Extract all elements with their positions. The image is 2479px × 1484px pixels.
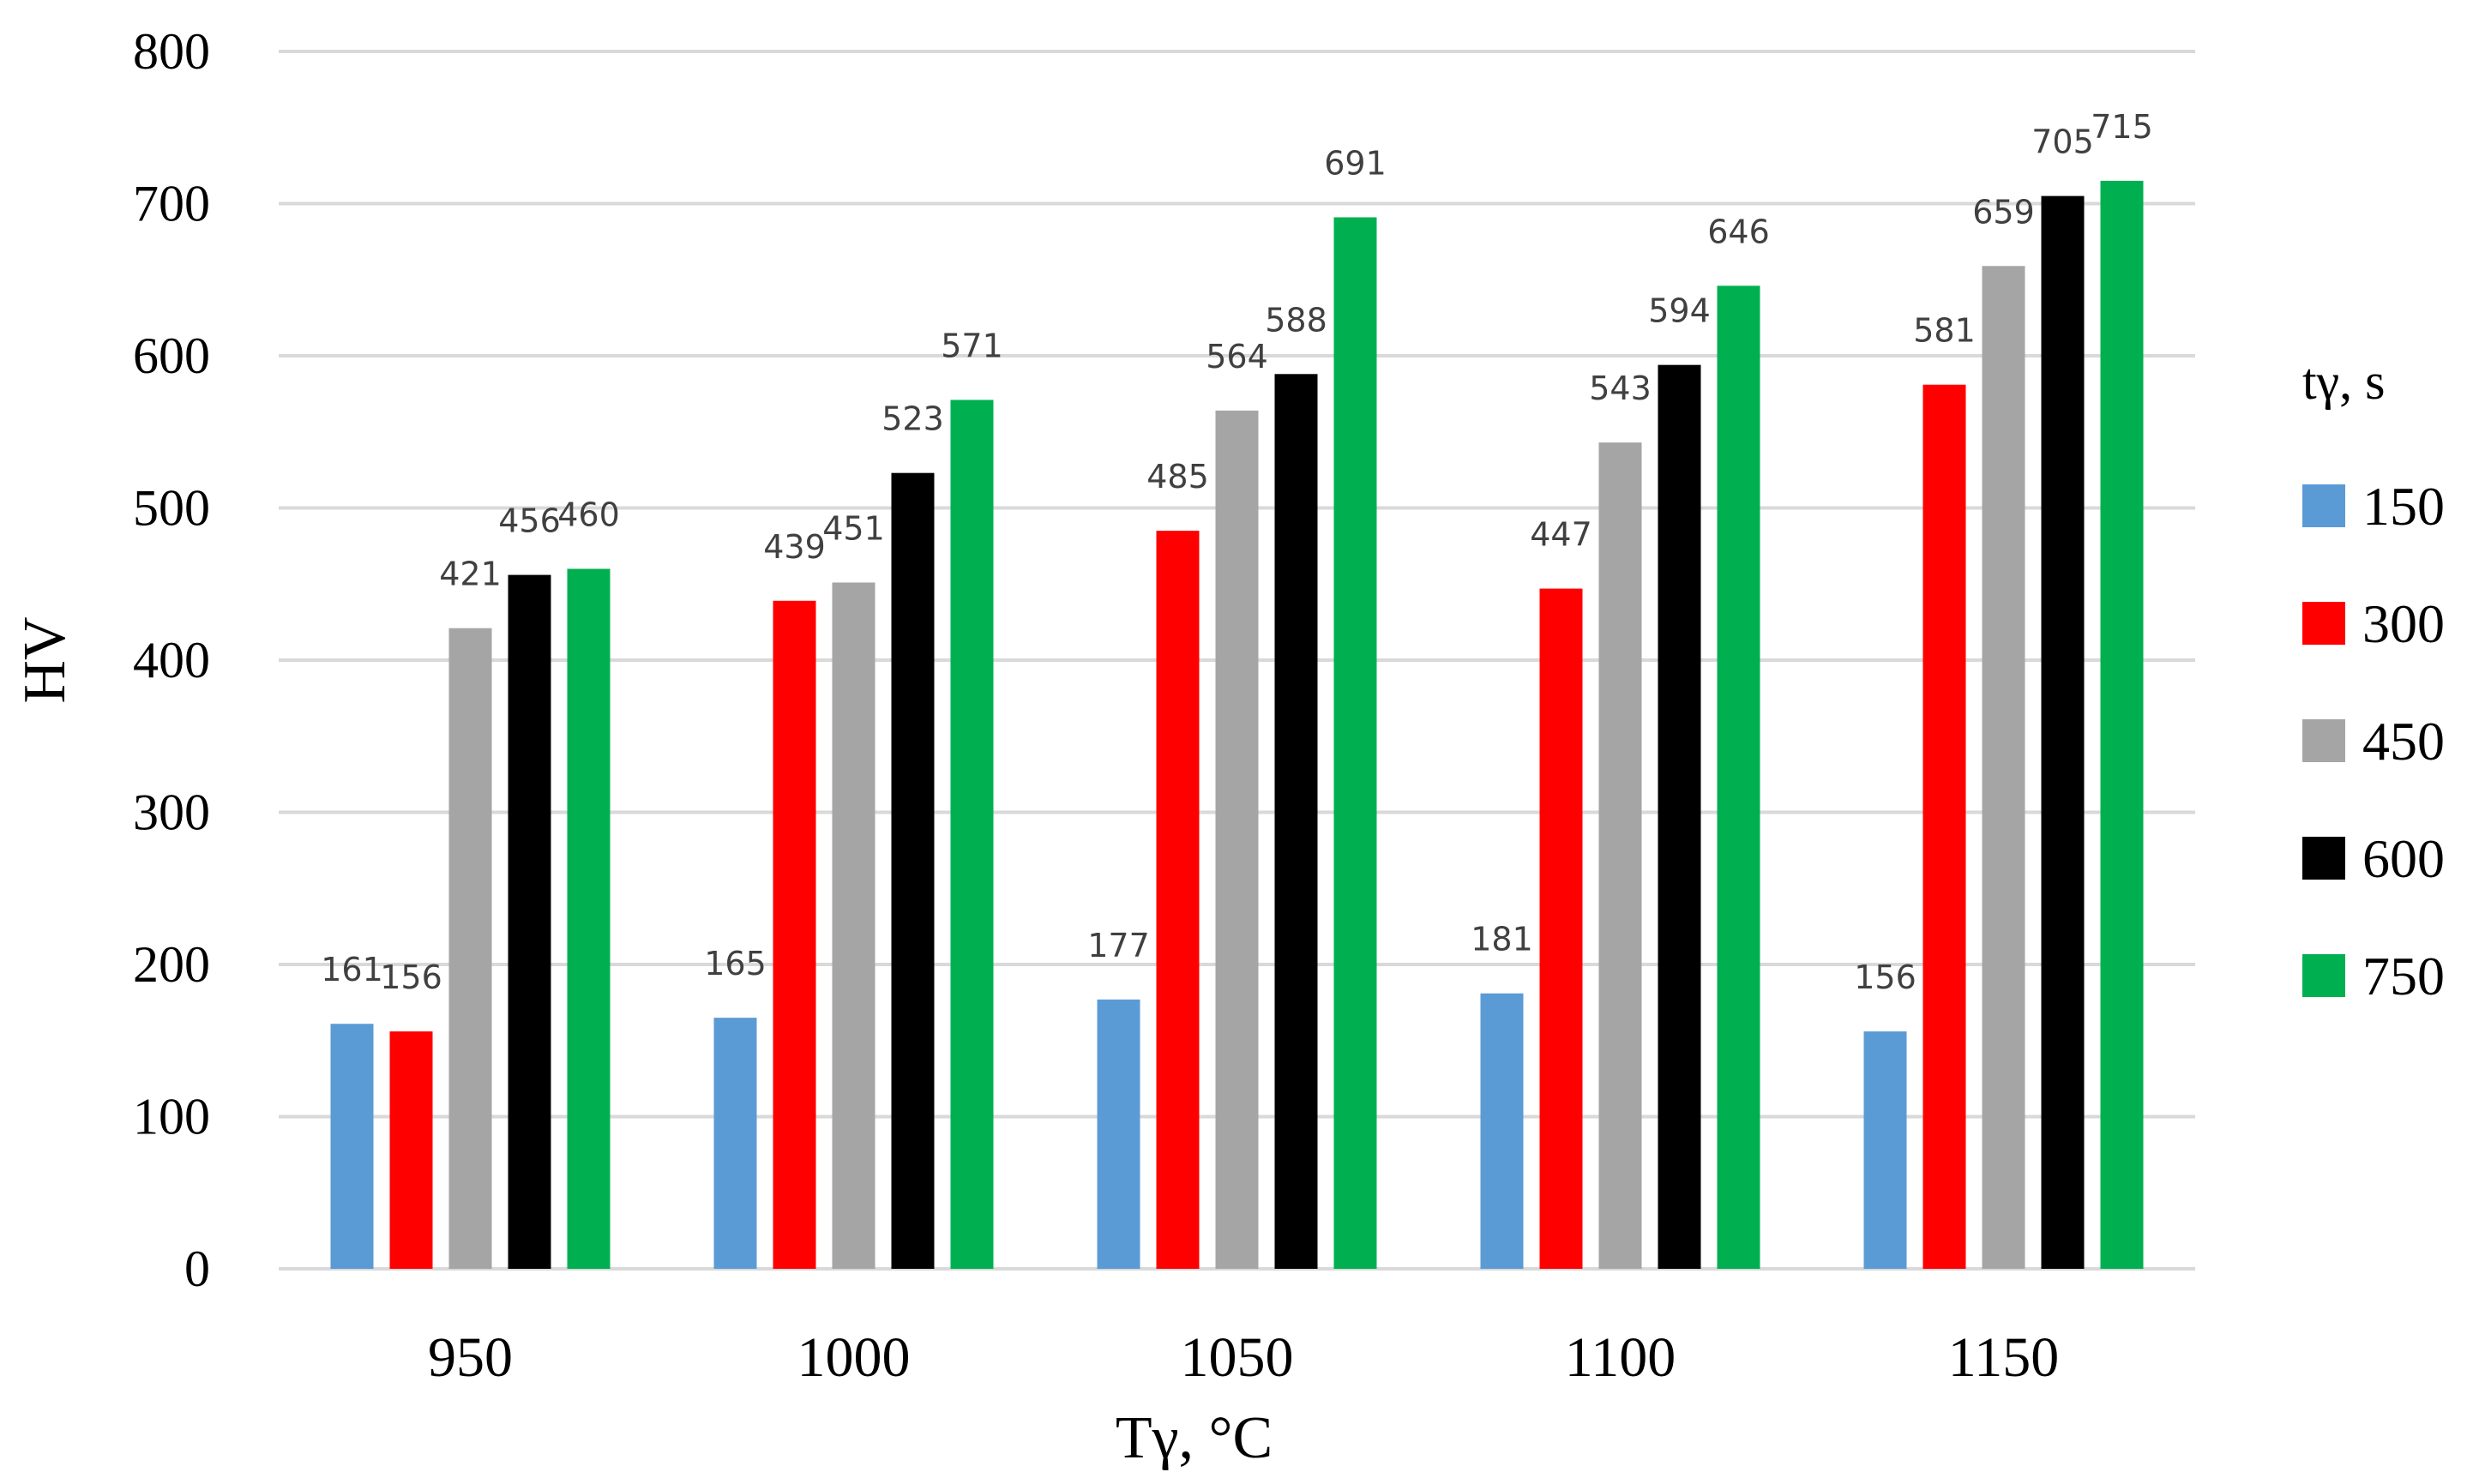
bar — [330, 1024, 374, 1269]
y-tick-label: 800 — [133, 23, 210, 80]
bar — [1863, 1031, 1907, 1269]
bar — [1480, 993, 1524, 1269]
x-axis-ticks: 950 1000 1050 1100 1150 — [428, 1326, 2059, 1389]
data-label: 177 — [1087, 927, 1150, 964]
y-tick-label: 300 — [133, 784, 210, 841]
data-label: 460 — [557, 496, 620, 534]
data-label: 571 — [941, 327, 1003, 364]
x-tick-label: 1000 — [797, 1326, 911, 1389]
y-tick-label: 700 — [133, 176, 210, 232]
legend-label: 450 — [2362, 711, 2445, 772]
y-axis-ticks: 0 100 200 300 400 500 600 700 800 — [133, 23, 210, 1297]
bar — [567, 568, 611, 1269]
data-label: 715 — [2091, 108, 2153, 146]
data-label: 691 — [1324, 144, 1387, 182]
y-tick-label: 500 — [133, 480, 210, 537]
legend-label: 750 — [2362, 946, 2445, 1006]
y-tick-label: 600 — [133, 327, 210, 384]
legend-swatch — [2302, 954, 2345, 997]
data-label: 156 — [380, 958, 442, 996]
y-tick-label: 0 — [184, 1241, 210, 1297]
bar — [891, 472, 935, 1269]
bar — [950, 400, 994, 1270]
data-label: 594 — [1648, 292, 1711, 330]
data-label: 161 — [321, 951, 383, 988]
data-label: 485 — [1146, 458, 1209, 496]
y-tick-label: 200 — [133, 936, 210, 993]
data-label: 181 — [1471, 921, 1533, 958]
bar — [832, 582, 875, 1269]
bar — [1922, 384, 1966, 1270]
bar — [713, 1018, 757, 1269]
legend-label: 300 — [2362, 593, 2445, 654]
bar — [1156, 531, 1200, 1269]
bar — [508, 574, 551, 1269]
data-label: 523 — [881, 400, 944, 438]
bar — [1598, 442, 1642, 1269]
y-tick-label: 100 — [133, 1089, 210, 1145]
x-tick-label: 1100 — [1565, 1326, 1676, 1389]
data-label: 659 — [1972, 193, 2035, 231]
data-labels: 1611564214564601654394515235711774855645… — [321, 108, 2153, 996]
bar — [2041, 195, 2085, 1269]
data-label: 447 — [1530, 516, 1592, 554]
bar — [389, 1031, 433, 1269]
x-tick-label: 1150 — [1948, 1326, 2060, 1389]
x-tick-label: 1050 — [1181, 1326, 1294, 1389]
data-label: 451 — [822, 509, 885, 547]
bar — [1274, 374, 1318, 1269]
data-label: 165 — [704, 945, 767, 982]
legend-swatch — [2302, 719, 2345, 762]
data-label: 456 — [498, 502, 561, 540]
x-tick-label: 950 — [428, 1326, 513, 1389]
data-label: 543 — [1589, 369, 1652, 407]
x-axis-label: Tγ, °C — [1116, 1405, 1273, 1471]
bar — [1982, 266, 2025, 1269]
data-label: 421 — [439, 556, 502, 593]
legend-swatch — [2302, 602, 2345, 645]
legend-label: 600 — [2362, 828, 2445, 889]
y-tick-label: 400 — [133, 632, 210, 688]
legend: tγ, s 150 300 450 600 750 — [2302, 353, 2445, 1006]
bar — [773, 600, 816, 1269]
bar — [2100, 180, 2144, 1269]
legend-swatch — [2302, 837, 2345, 880]
data-label: 581 — [1913, 312, 1976, 350]
y-axis-label: HV — [12, 616, 78, 703]
legend-title: tγ, s — [2302, 353, 2386, 410]
legend-label: 150 — [2362, 476, 2445, 537]
bar — [448, 628, 492, 1269]
bar — [1658, 364, 1701, 1269]
bar — [1215, 410, 1259, 1269]
data-label: 439 — [763, 528, 826, 566]
data-label: 588 — [1265, 301, 1327, 339]
bar — [1333, 217, 1377, 1270]
data-label: 705 — [2031, 123, 2094, 161]
data-label: 646 — [1707, 213, 1770, 250]
legend-swatch — [2302, 484, 2345, 527]
data-label: 156 — [1854, 958, 1916, 996]
bar — [1097, 999, 1140, 1269]
bars — [330, 180, 2144, 1270]
bar — [1539, 588, 1583, 1269]
bar — [1717, 285, 1760, 1270]
data-label: 564 — [1206, 338, 1268, 376]
